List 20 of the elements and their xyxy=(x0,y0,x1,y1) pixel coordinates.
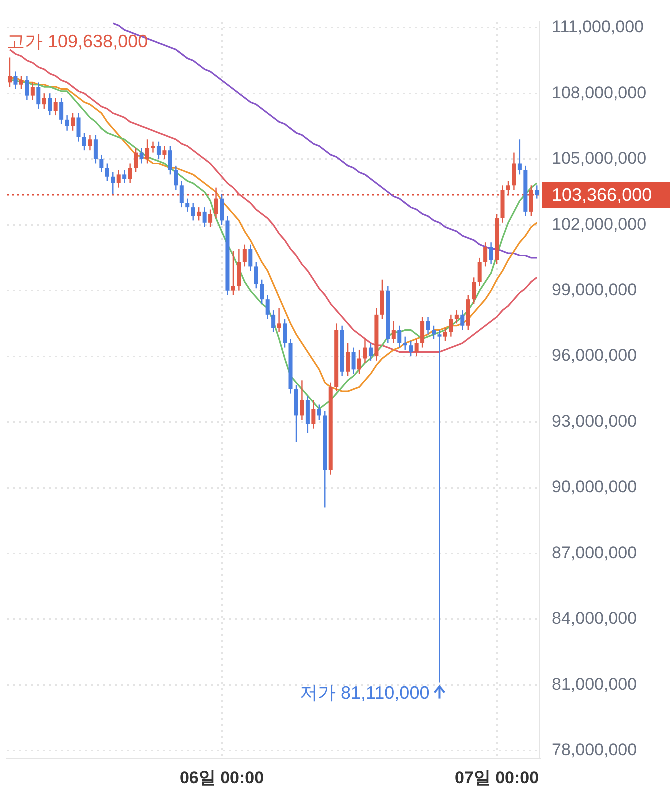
y-tick-label: 93,000,000 xyxy=(552,412,638,431)
x-tick-label: 06일 00:00 xyxy=(180,768,264,788)
y-tick-label: 105,000,000 xyxy=(552,149,647,168)
y-tick-label: 84,000,000 xyxy=(552,609,638,628)
candlestick xyxy=(151,142,156,153)
y-tick-label: 81,000,000 xyxy=(552,674,638,694)
candlestick xyxy=(277,308,282,332)
annotation: 저가 81,110,000 xyxy=(300,682,430,703)
y-tick-label: 90,000,000 xyxy=(552,478,638,497)
annotation: 고가 109,638,000 xyxy=(7,32,148,52)
y-tick-label: 108,000,000 xyxy=(552,83,647,102)
x-tick-label: 07일 00:00 xyxy=(454,768,540,788)
ref-line-label: 103,366,000 xyxy=(552,185,652,206)
y-tick-label: 99,000,000 xyxy=(552,280,638,300)
y-tick-label: 111,000,000 xyxy=(552,18,644,37)
y-tick-label: 78,000,000 xyxy=(552,740,638,760)
y-tick-label: 96,000,000 xyxy=(552,346,638,366)
candlestick xyxy=(438,330,442,683)
y-tick-label: 102,000,000 xyxy=(552,214,647,234)
y-tick-label: 87,000,000 xyxy=(552,543,638,562)
